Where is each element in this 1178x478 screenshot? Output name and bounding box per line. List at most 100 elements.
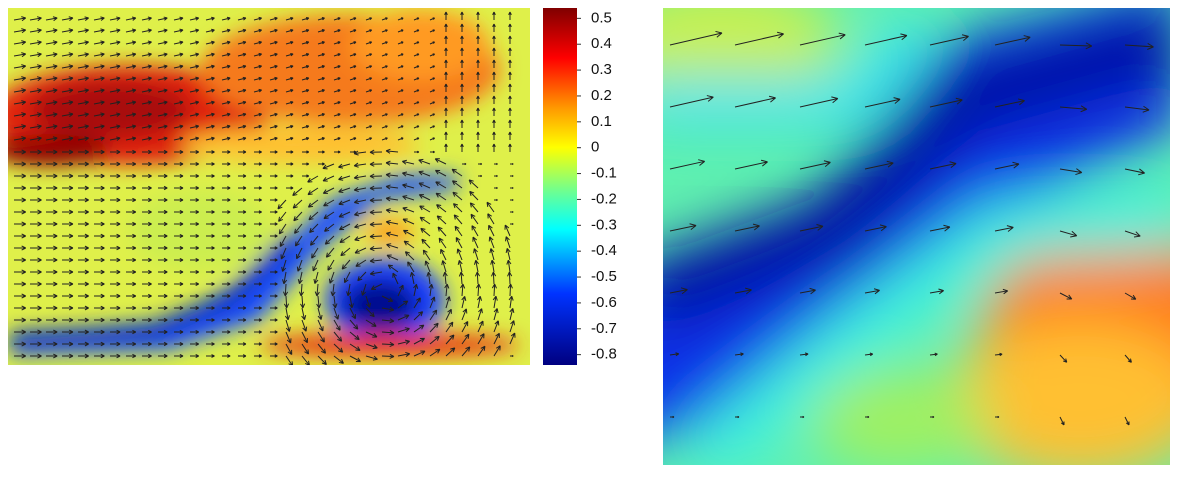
vector-arrow [13, 112, 27, 118]
vector-arrow [397, 125, 404, 129]
vector-arrow [110, 233, 121, 239]
vector-arrow [125, 28, 137, 33]
vector-arrow [286, 150, 294, 154]
vector-arrow [221, 16, 231, 21]
vector-arrow [110, 305, 121, 311]
vector-arrow [327, 259, 335, 271]
vector-arrow [270, 246, 278, 250]
vector-arrow [349, 29, 357, 33]
vector-arrow [254, 270, 262, 274]
vector-arrow [296, 247, 303, 260]
vector-arrow [222, 210, 231, 214]
vector-arrow [190, 306, 199, 310]
vector-arrow [301, 125, 310, 129]
vector-arrow [491, 283, 497, 297]
vector-arrow [238, 318, 247, 322]
vector-arrow [460, 47, 464, 56]
vector-arrow [46, 281, 58, 287]
vector-arrow [385, 196, 399, 202]
vector-arrow [125, 136, 137, 141]
vector-arrow [349, 53, 357, 57]
vector-arrow [318, 162, 325, 166]
vector-arrow [94, 185, 105, 191]
vector-arrow [237, 16, 247, 21]
vector-arrow [453, 214, 463, 225]
vector-arrow [253, 100, 262, 105]
vector-arrow [270, 198, 278, 202]
vector-arrow [238, 258, 247, 262]
vector-arrow [126, 233, 137, 239]
vector-arrow [189, 100, 200, 105]
vector-arrow [669, 30, 723, 46]
vector-arrow [238, 246, 247, 250]
vector-arrow [429, 125, 436, 129]
vector-arrow [333, 89, 341, 93]
vector-arrow [510, 354, 514, 358]
vector-arrow [221, 136, 231, 141]
vector-arrow [476, 11, 480, 20]
vector-arrow [413, 297, 421, 309]
vector-arrow [419, 216, 431, 225]
vector-arrow [301, 53, 310, 57]
vector-arrow [142, 269, 152, 275]
vector-arrow [190, 150, 199, 154]
vector-arrow [61, 64, 74, 70]
vector-arrow [365, 65, 373, 69]
vector-arrow [507, 271, 513, 285]
vector-arrow [190, 342, 199, 346]
vector-arrow [413, 125, 420, 129]
vector-arrow [429, 101, 436, 105]
vector-arrow [349, 319, 359, 330]
vector-arrow [61, 136, 74, 142]
vector-arrow [397, 351, 411, 357]
vector-arrow [110, 209, 121, 215]
vector-arrow [190, 186, 199, 190]
vector-arrow [381, 77, 388, 81]
vector-arrow [381, 113, 388, 117]
vector-arrow [301, 343, 310, 355]
vector-arrow [286, 174, 294, 178]
vector-arrow [190, 162, 199, 166]
vector-arrow [413, 283, 419, 297]
vector-arrow [301, 65, 310, 69]
vector-arrow [1124, 230, 1141, 238]
vector-arrow [78, 161, 89, 167]
vector-arrow [341, 259, 351, 270]
vector-arrow [864, 352, 874, 357]
vector-arrow [174, 185, 184, 191]
vector-arrow [237, 64, 247, 69]
vector-arrow [94, 353, 105, 359]
vector-arrow [109, 88, 121, 93]
vector-arrow [929, 161, 957, 170]
vector-arrow [13, 40, 27, 46]
vector-arrow [62, 305, 74, 311]
vector-arrow [30, 185, 42, 191]
vector-arrow [77, 124, 89, 129]
vector-arrow [190, 318, 199, 322]
vector-arrow [270, 282, 278, 286]
vector-arrow [45, 136, 58, 142]
vector-arrow [799, 160, 831, 170]
vector-arrow [333, 77, 341, 81]
vector-arrow [505, 236, 511, 249]
vector-arrow [174, 329, 184, 335]
vector-arrow [14, 257, 26, 263]
vector-arrow [338, 199, 351, 206]
vector-arrow [94, 281, 105, 287]
vector-arrow [94, 161, 105, 167]
vector-arrow [365, 295, 371, 308]
vector-arrow [14, 353, 26, 359]
vector-arrow [302, 150, 310, 154]
vector-arrow [238, 294, 247, 298]
vector-arrow [418, 182, 431, 189]
vector-arrow [93, 124, 105, 129]
vector-arrow [353, 162, 367, 168]
vector-arrow [190, 234, 199, 238]
vector-arrow [126, 197, 137, 203]
vector-arrow [354, 235, 367, 242]
vector-arrow [418, 158, 431, 165]
vector-arrow [397, 339, 410, 345]
vector-arrow [994, 225, 1014, 232]
vector-arrow [508, 23, 512, 32]
vector-arrow [270, 306, 278, 310]
